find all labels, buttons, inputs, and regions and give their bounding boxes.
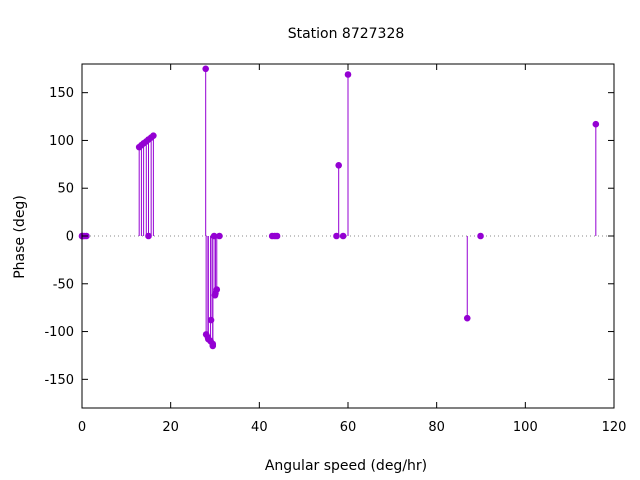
x-axis-label: Angular speed (deg/hr): [265, 458, 427, 474]
x-tick-label-1: 20: [162, 420, 179, 435]
data-point-29: [333, 232, 340, 240]
data-point-21: [210, 232, 218, 240]
x-tick-label-2: 40: [251, 420, 268, 435]
data-point-25: [216, 232, 223, 240]
data-point-20: [209, 342, 217, 350]
y-tick-label-0: -150: [44, 373, 74, 388]
data-point-28: [273, 232, 281, 240]
data-point-34: [477, 232, 484, 240]
x-tick-label-3: 60: [340, 420, 357, 435]
data-point-24: [213, 286, 221, 293]
data-point-30: [335, 161, 342, 169]
y-tick-label-6: 150: [49, 86, 74, 101]
data-point-31: [339, 232, 347, 240]
data-point-33: [463, 314, 471, 322]
x-tick-label-4: 80: [428, 420, 445, 435]
y-tick-label-3: 0: [66, 230, 74, 245]
x-tick-label-6: 120: [602, 420, 627, 435]
data-point-35: [592, 120, 600, 128]
data-point-10: [145, 232, 152, 240]
data-point-12: [150, 132, 157, 139]
y-tick-label-5: 100: [49, 134, 74, 149]
y-tick-label-4: 50: [57, 182, 74, 197]
x-tick-label-0: 0: [78, 420, 86, 435]
y-tick-label-2: -50: [53, 277, 74, 292]
y-tick-label-1: -100: [44, 325, 74, 340]
data-point-18: [207, 316, 215, 324]
chart-title: Station 8727328: [288, 26, 405, 42]
x-tick-label-5: 100: [513, 420, 538, 435]
plot-frame: [81, 63, 615, 409]
y-axis-label: Phase (deg): [12, 195, 28, 279]
data-point-32: [344, 71, 352, 78]
data-point-13: [202, 65, 209, 73]
